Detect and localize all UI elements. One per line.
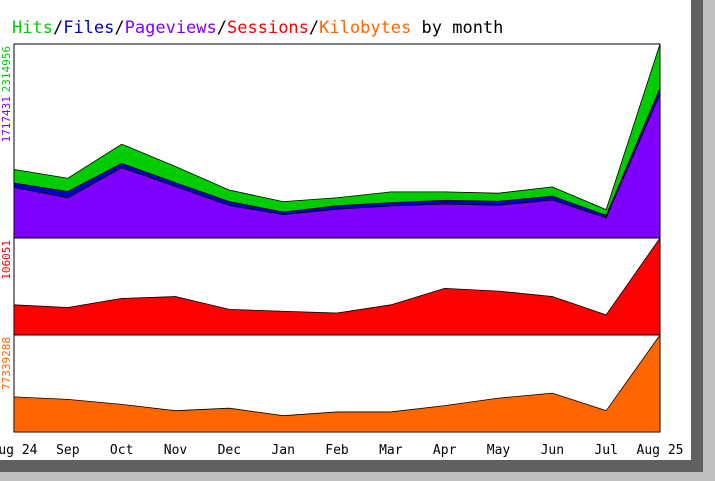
x-tick-label-feb: Feb [325, 443, 349, 458]
chart-panels: 2314956 1717431 106051 77339288 [0, 43, 661, 433]
title-kilobytes: Kilobytes [319, 18, 411, 38]
x-tick-label-oct: Oct [110, 443, 133, 458]
frame-right-highlight [703, 0, 715, 481]
frame-bottom-highlight [0, 472, 715, 481]
x-axis-labels: Aug 24 Sep Oct Nov Dec Jan Feb Mar Apr May Jun Jul A… [0, 443, 683, 458]
x-tick-label-nov: Nov [164, 443, 188, 458]
y-axis-max-label-1717431: 1717431 [0, 96, 13, 142]
y-axis-max-label-77339288: 77339288 [0, 337, 13, 390]
x-tick-label-apr: Apr [433, 443, 457, 458]
title-files: Files [63, 18, 114, 38]
title-hits: Hits [12, 18, 53, 38]
title-suffix: by month [411, 18, 503, 38]
x-tick-label-jun: Jun [541, 443, 564, 458]
chart-title: Hits/Files/Pageviews/Sessions/Kilobytes … [12, 18, 503, 38]
x-tick-label-may: May [487, 443, 511, 458]
x-tick-label-aug-24: Aug 24 [0, 443, 38, 458]
x-tick-label-dec: Dec [218, 443, 241, 458]
series-area-sessions [13, 236, 661, 336]
title-sessions: Sessions [227, 18, 309, 38]
title-sep-4: / [309, 18, 319, 38]
title-sep-1: / [53, 18, 63, 38]
title-sep-2: / [114, 18, 124, 38]
series-area-kilobytes [13, 333, 661, 433]
y-axis-max-label-2314956: 2314956 [0, 46, 13, 92]
x-tick-label-jan: Jan [271, 443, 294, 458]
title-pageviews: Pageviews [125, 18, 217, 38]
panel-1: 2314956 1717431 [0, 43, 661, 239]
x-tick-label-jul: Jul [594, 443, 617, 458]
x-tick-label-sep: Sep [56, 443, 80, 458]
x-tick-label-aug-25: Aug 25 [637, 443, 684, 458]
title-sep-3: / [217, 18, 227, 38]
x-tick-label-mar: Mar [379, 443, 403, 458]
series-area-pageviews [13, 93, 661, 239]
y-axis-max-label-106051: 106051 [0, 240, 13, 280]
